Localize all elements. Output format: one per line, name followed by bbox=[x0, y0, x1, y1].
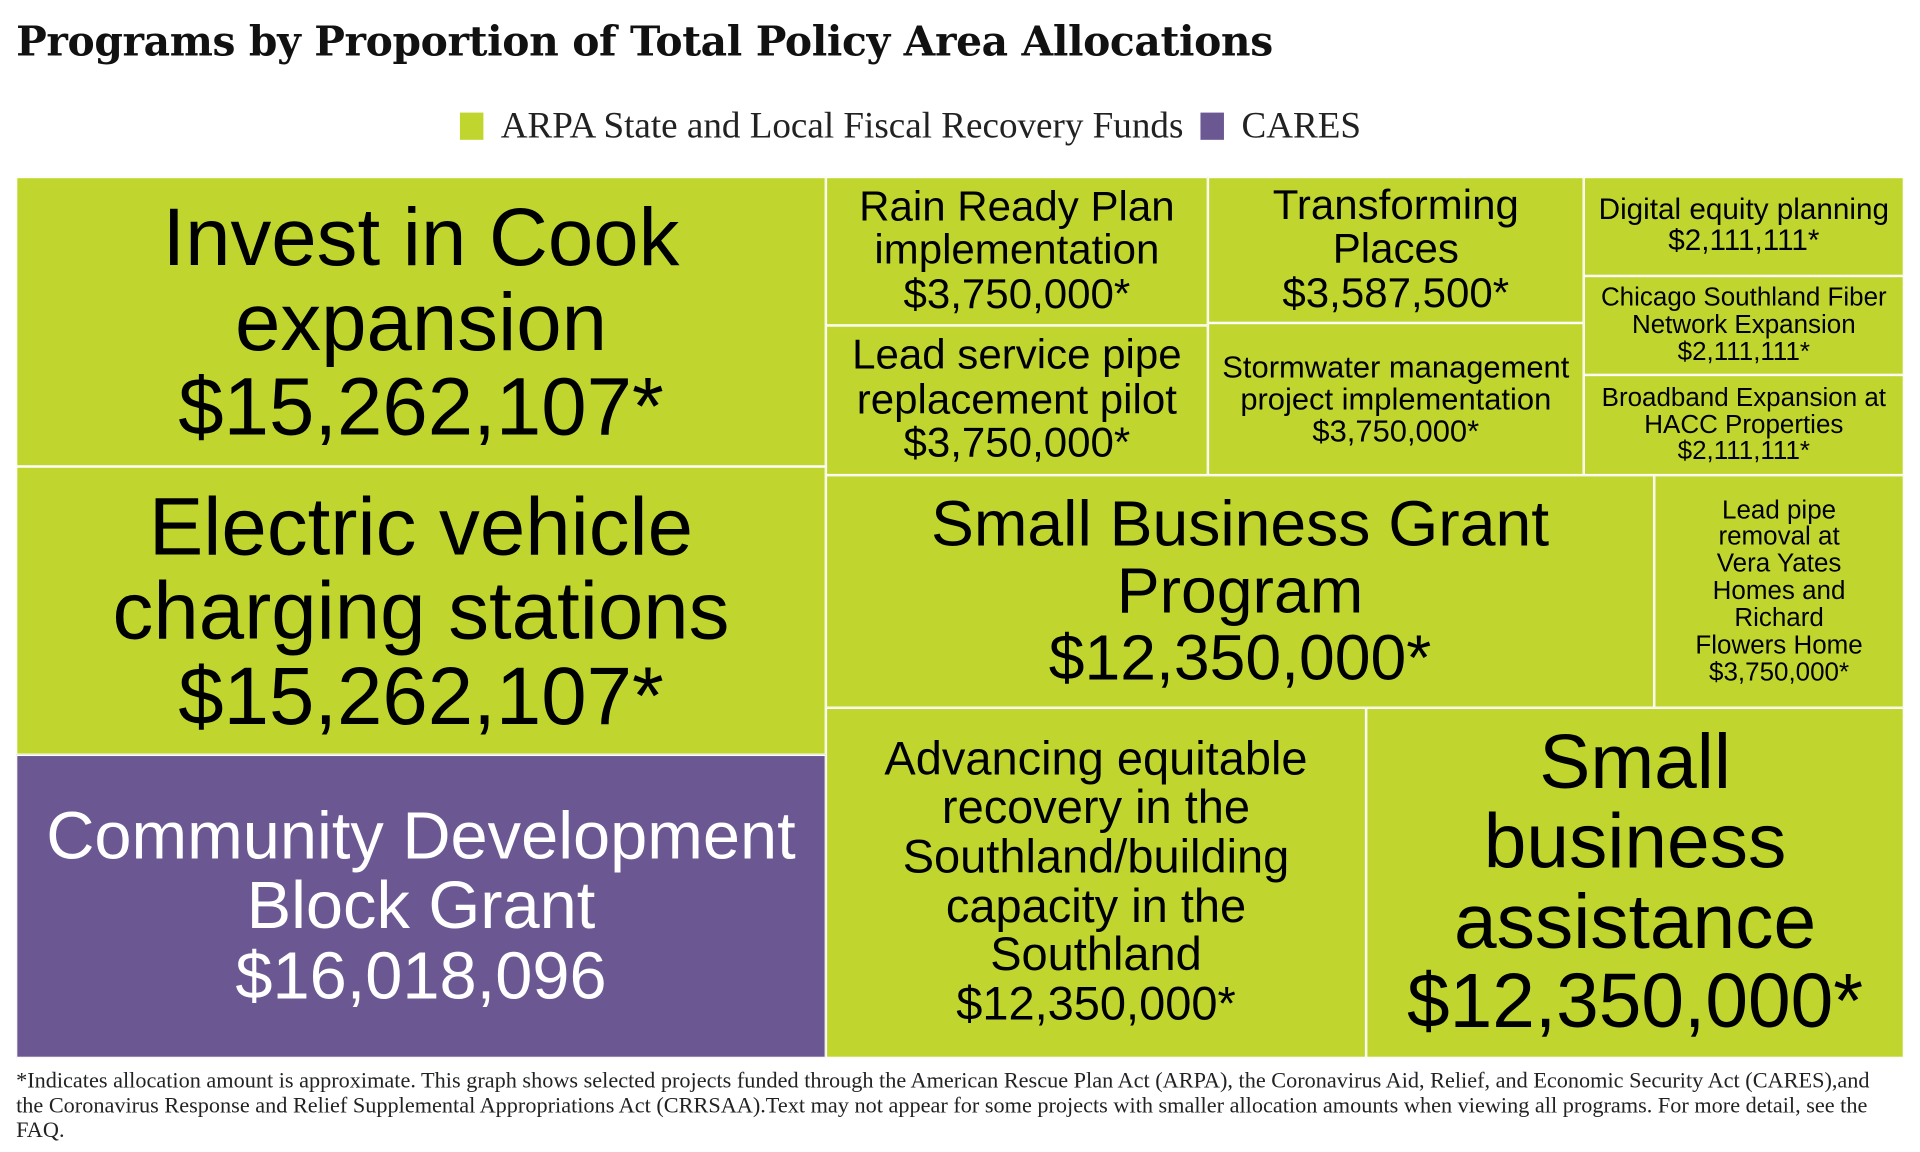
tile-label: Invest in Cook bbox=[162, 190, 680, 283]
tile-amount: $12,350,000* bbox=[1048, 622, 1432, 695]
treemap-tile[interactable]: Community Development Block Grant $16,018… bbox=[16, 754, 826, 1058]
tile-label: Network Expansion bbox=[1631, 310, 1856, 340]
tile-amount: $2,111,111* bbox=[1668, 223, 1820, 258]
tile-label: Program bbox=[1116, 555, 1364, 628]
tile-amount: $2,111,111* bbox=[1677, 437, 1810, 466]
tile-amount: $12,350,000* bbox=[1406, 958, 1864, 1045]
tile-label: Digital equity planning bbox=[1598, 193, 1889, 227]
tile-amount: $3,587,500* bbox=[1282, 269, 1510, 317]
chart-title: Programs by Proportion of Total Policy A… bbox=[16, 17, 1273, 66]
tile-amount: $3,750,000* bbox=[1709, 657, 1850, 687]
tile-label: Small Business Grant bbox=[930, 488, 1550, 561]
tile-label: charging stations bbox=[112, 564, 730, 657]
tile-label: implementation bbox=[874, 226, 1160, 274]
tile-label: Flowers Home bbox=[1695, 630, 1863, 660]
treemap-tile[interactable]: Lead service pipe replacement pilot $3,75… bbox=[825, 325, 1208, 476]
treemap-tile[interactable]: Invest in Cook expansion $15,262,107* bbox=[16, 176, 826, 467]
tile-label: assistance bbox=[1453, 879, 1817, 965]
treemap-tile[interactable]: Small Business Grant Program $12,350,000* bbox=[825, 475, 1655, 708]
tile-label: Vera Yates bbox=[1716, 549, 1842, 579]
tile-label: Transforming bbox=[1272, 181, 1519, 229]
tile-amount: $3,750,000* bbox=[903, 270, 1131, 318]
tile-label: Community Development bbox=[46, 799, 796, 874]
tile-label: Southland/building bbox=[902, 831, 1290, 884]
tile-label: Chicago Southland Fiber bbox=[1600, 283, 1887, 313]
treemap-tile[interactable]: Lead pipe removal at Vera Yates Homes an… bbox=[1654, 475, 1904, 708]
treemap-tile[interactable]: Digital equity planning $2,111,111* bbox=[1583, 176, 1904, 276]
chart-legend: ARPA State and Local Fiscal Recovery Fun… bbox=[459, 104, 1378, 149]
tile-label: Broadband Expansion at bbox=[1601, 383, 1887, 412]
tile-label: business bbox=[1483, 799, 1787, 885]
tile-label: Electric vehicle bbox=[148, 479, 694, 572]
legend-label-cares: CARES bbox=[1241, 105, 1362, 147]
legend-swatch-arpa bbox=[459, 112, 484, 140]
treemap-tile[interactable]: Broadband Expansion at HACC Properties $2… bbox=[1583, 374, 1904, 476]
tile-amount: $3,750,000* bbox=[1312, 413, 1480, 449]
tile-label: capacity in the bbox=[945, 880, 1247, 933]
tile-label: HACC Properties bbox=[1644, 410, 1844, 439]
tile-label: removal at bbox=[1718, 522, 1840, 552]
tile-label: Small bbox=[1539, 719, 1731, 805]
tile-label: Richard bbox=[1734, 603, 1824, 633]
legend-item-arpa[interactable]: ARPA State and Local Fiscal Recovery Fun… bbox=[459, 105, 1184, 147]
legend-label-arpa: ARPA State and Local Fiscal Recovery Fun… bbox=[500, 105, 1184, 147]
tile-label: Block Grant bbox=[246, 869, 596, 944]
tile-label: Rain Ready Plan bbox=[859, 183, 1175, 231]
treemap-tile[interactable]: Small business assistance $12,350,000* bbox=[1366, 707, 1904, 1058]
tile-amount: $3,750,000* bbox=[903, 419, 1131, 467]
treemap-tile[interactable]: Electric vehicle charging stations $15,26… bbox=[16, 466, 826, 755]
footnote: *Indicates allocation amount is approxim… bbox=[16, 1067, 1870, 1143]
treemap-tile[interactable]: Transforming Places $3,587,500* bbox=[1207, 176, 1584, 323]
treemap-tile[interactable]: Chicago Southland Fiber Network Expansio… bbox=[1583, 275, 1904, 375]
tile-label: Places bbox=[1332, 225, 1459, 273]
tile-label: Southland bbox=[990, 929, 1202, 982]
tile-label: Lead pipe bbox=[1722, 495, 1837, 525]
tile-label: Advancing equitable bbox=[884, 733, 1308, 786]
tile-amount: $15,262,107* bbox=[178, 360, 664, 453]
tile-amount: $15,262,107* bbox=[178, 649, 664, 741]
tile-amount: $12,350,000* bbox=[956, 978, 1236, 1031]
tile-amount: $16,018,096 bbox=[235, 938, 607, 1013]
tile-label: expansion bbox=[234, 275, 607, 368]
tile-label: Homes and bbox=[1712, 576, 1846, 606]
tile-amount: $2,111,111* bbox=[1677, 337, 1810, 367]
tile-label: recovery in the bbox=[941, 782, 1251, 835]
tile-label: replacement pilot bbox=[856, 375, 1177, 423]
tile-label: project implementation bbox=[1240, 381, 1552, 417]
legend-swatch-cares bbox=[1200, 112, 1225, 140]
legend-item-cares[interactable]: CARES bbox=[1200, 105, 1362, 147]
treemap-tile[interactable]: Stormwater management project implementa… bbox=[1207, 322, 1584, 476]
tile-label: Stormwater management bbox=[1222, 349, 1570, 385]
treemap-tile[interactable]: Rain Ready Plan implementation $3,750,000… bbox=[825, 176, 1208, 326]
treemap-tile[interactable]: Advancing equitable recovery in the Sout… bbox=[825, 707, 1367, 1058]
tile-label: Lead service pipe bbox=[852, 332, 1182, 380]
